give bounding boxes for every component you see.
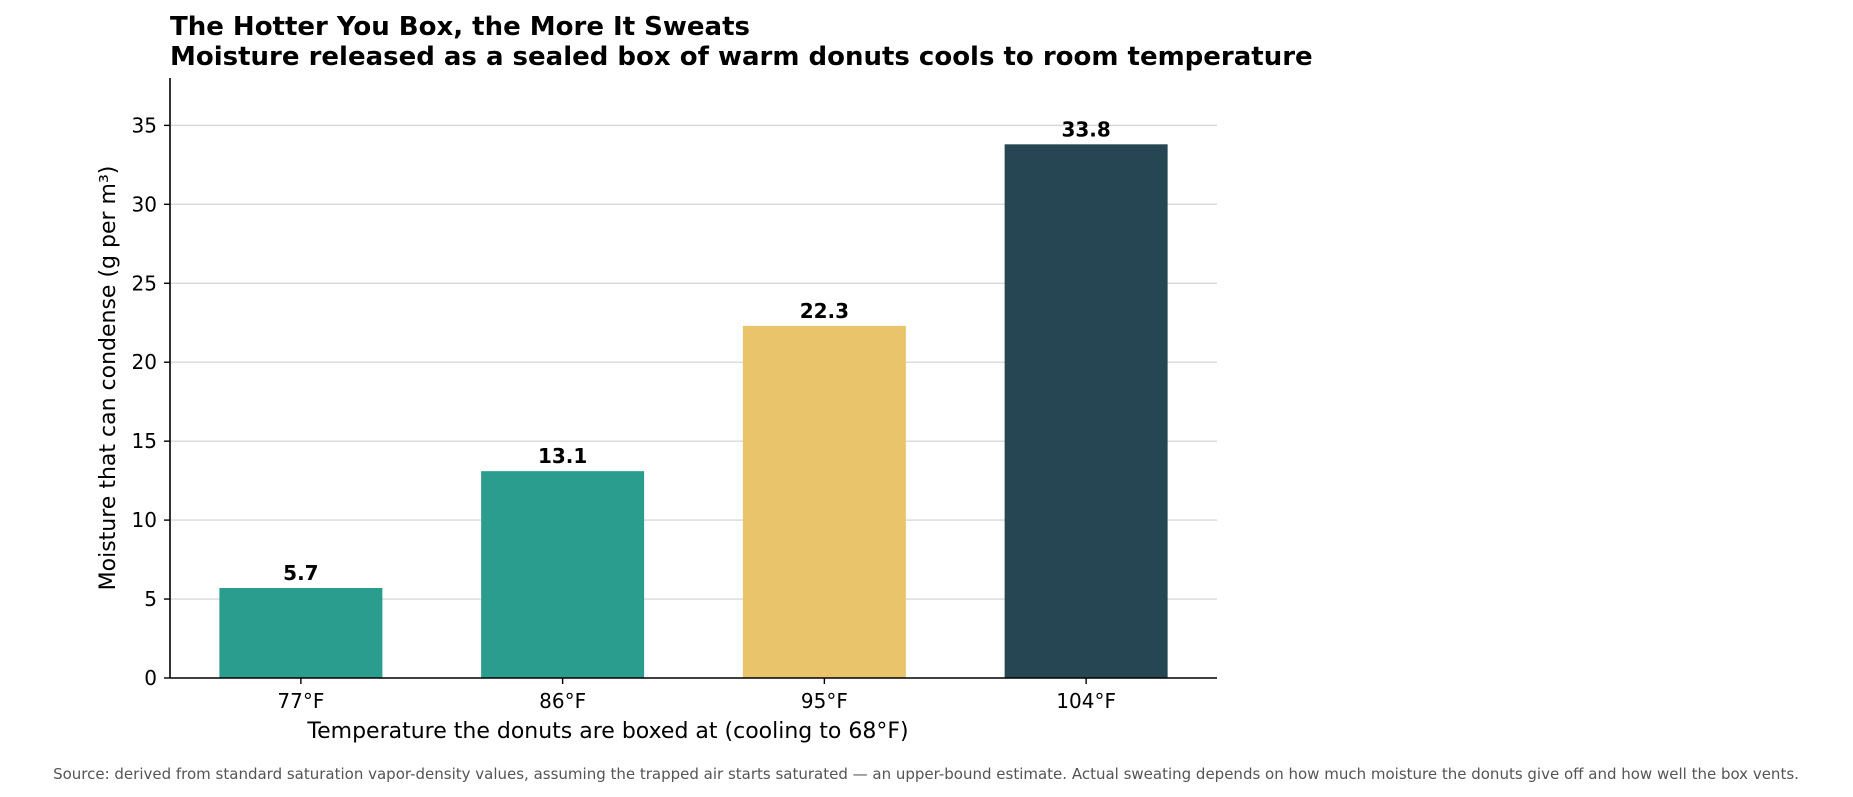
- x-tick-label: 77°F: [277, 689, 324, 713]
- x-tick-label: 86°F: [539, 689, 586, 713]
- bar-2: [742, 325, 906, 678]
- y-tick-label: 15: [132, 429, 157, 453]
- y-tick-label: 35: [132, 113, 157, 137]
- bar-1: [481, 471, 645, 678]
- x-axis-ticks: 77°F 86°F 95°F 104°F: [277, 678, 1116, 713]
- data-labels: 5.7 13.1 22.3 33.8: [283, 117, 1111, 585]
- chart-title: The Hotter You Box, the More It Sweats: [170, 12, 750, 42]
- bars: [219, 144, 1168, 678]
- y-tick-label: 5: [144, 587, 157, 611]
- x-axis-label: Temperature the donuts are boxed at (coo…: [306, 719, 908, 744]
- chart-subtitle: Moisture released as a sealed box of war…: [170, 42, 1313, 72]
- x-tick-label: 104°F: [1056, 689, 1116, 713]
- data-label: 22.3: [800, 299, 849, 323]
- bar-0: [219, 588, 383, 678]
- y-tick-label: 10: [132, 508, 157, 532]
- y-axis-label: Moisture that can condense (g per m³): [96, 166, 121, 591]
- source-note: Source: derived from standard saturation…: [53, 765, 1799, 783]
- gridlines: [170, 124, 1217, 600]
- y-axis-ticks: 0 5 10 15 20 25 30 35: [132, 113, 170, 690]
- data-label: 5.7: [283, 561, 318, 585]
- x-tick-label: 95°F: [801, 689, 848, 713]
- y-tick-label: 20: [132, 350, 157, 374]
- bar-3: [1004, 144, 1168, 678]
- y-tick-label: 30: [132, 192, 157, 216]
- data-label: 33.8: [1061, 117, 1110, 141]
- y-tick-label: 0: [144, 666, 157, 690]
- y-tick-label: 25: [132, 271, 157, 295]
- data-label: 13.1: [538, 444, 587, 468]
